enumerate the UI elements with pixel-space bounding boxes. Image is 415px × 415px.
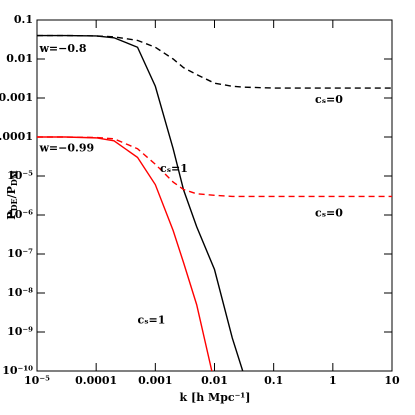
x-tick-label: 1 bbox=[329, 374, 337, 387]
y-tick-label: 10⁻⁷ bbox=[7, 247, 33, 260]
x-axis-label: k [h Mpc⁻¹] bbox=[180, 391, 251, 404]
annotation: cₛ=0 bbox=[315, 93, 343, 106]
y-tick-label: 10⁻⁶ bbox=[7, 208, 33, 221]
annotation: cₛ=1 bbox=[160, 162, 188, 175]
x-tick-label: 0.001 bbox=[138, 374, 172, 387]
x-tick-label: 0.01 bbox=[201, 374, 228, 387]
x-tick-label: 0.0001 bbox=[75, 374, 117, 387]
annotation: cₛ=0 bbox=[315, 206, 343, 219]
y-tick-label: 0.001 bbox=[0, 91, 33, 104]
y-tick-label: 0.01 bbox=[6, 52, 33, 65]
y-label-part: /P bbox=[5, 186, 18, 198]
y-tick-label: 10⁻⁹ bbox=[7, 325, 33, 338]
series-line bbox=[37, 34, 392, 89]
y-tick-label: 10⁻⁸ bbox=[7, 286, 33, 299]
x-tick-label: 10 bbox=[384, 374, 400, 387]
x-tick-label: 0.1 bbox=[264, 374, 283, 387]
annotation: w=−0.99 bbox=[38, 142, 94, 155]
y-tick-label: 0.0001 bbox=[0, 130, 33, 143]
annotation: w=−0.8 bbox=[38, 42, 86, 55]
y-label-part: DM bbox=[9, 170, 19, 186]
y-label-part: DE bbox=[9, 198, 19, 211]
annotation: cₛ=1 bbox=[138, 313, 166, 326]
series-line bbox=[37, 136, 392, 198]
y-tick-label: 0.1 bbox=[14, 13, 33, 26]
y-axis-label: PDE/PDM bbox=[5, 170, 19, 220]
y-label-part: P bbox=[5, 211, 18, 219]
y-tick-label: 10⁻⁵ bbox=[7, 169, 33, 182]
x-tick-label: 10⁻⁵ bbox=[24, 374, 50, 387]
y-tick-label: 10⁻¹⁰ bbox=[2, 364, 33, 377]
